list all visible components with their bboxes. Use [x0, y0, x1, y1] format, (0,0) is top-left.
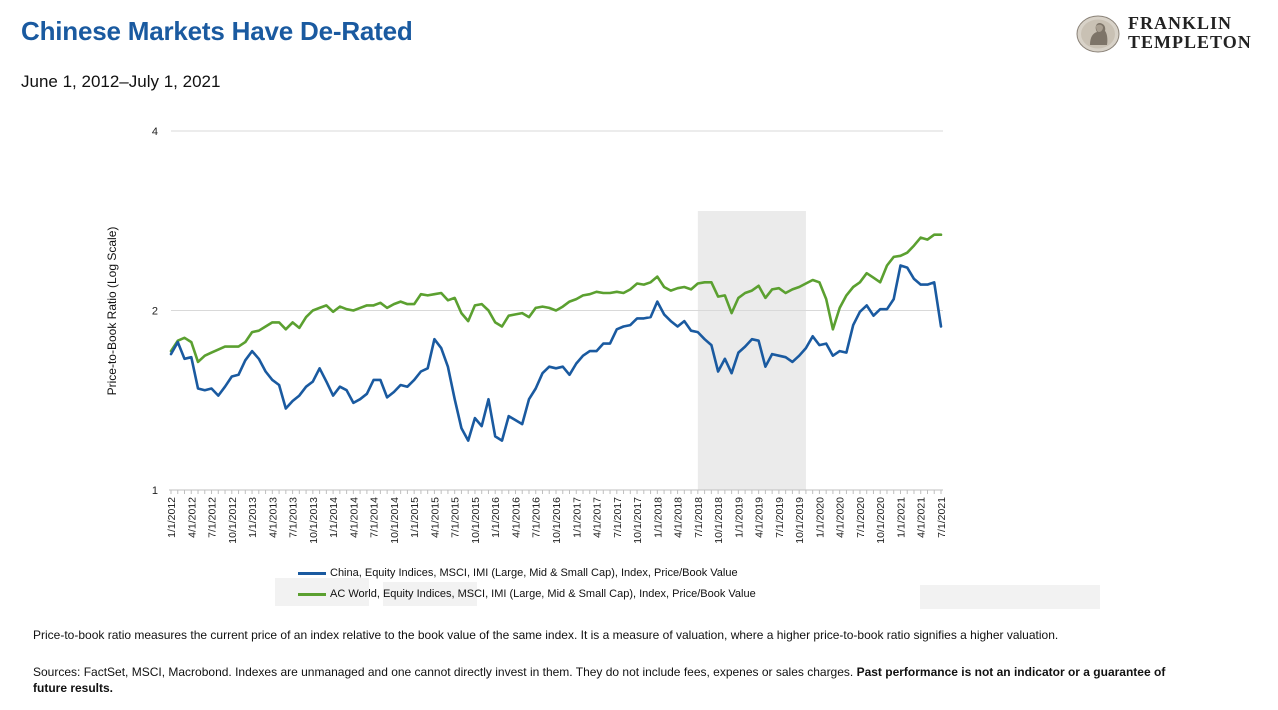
x-tick-label: 7/1/2019 [774, 497, 786, 538]
x-tick-label: 7/1/2020 [855, 497, 867, 538]
x-tick-label: 7/1/2018 [693, 497, 705, 538]
x-tick-label: 10/1/2014 [389, 497, 401, 544]
x-tick-label: 1/1/2014 [328, 497, 340, 538]
brand-wordmark: FRANKLIN TEMPLETON [1128, 14, 1252, 52]
x-tick-label: 1/1/2019 [733, 497, 745, 538]
series-layer [169, 233, 943, 442]
x-tick-label: 7/1/2014 [369, 497, 381, 538]
y-tick-label: 4 [152, 126, 158, 138]
x-tick-label: 1/1/2013 [247, 497, 259, 538]
x-tick-label: 4/1/2016 [510, 497, 522, 538]
x-tick-label: 7/1/2017 [612, 497, 624, 538]
legend-backdrop-right [920, 585, 1100, 609]
x-tick-label: 10/1/2018 [713, 497, 725, 544]
shaded-period [697, 211, 806, 490]
x-tick-label: 4/1/2019 [754, 497, 766, 538]
series-line-ac-world [169, 233, 943, 364]
x-tick-label: 7/1/2016 [531, 497, 543, 538]
brand-line-2: TEMPLETON [1128, 32, 1252, 52]
x-tick-label: 10/1/2017 [632, 497, 644, 544]
x-tick-label: 4/1/2017 [592, 497, 604, 538]
definition-note: Price-to-book ratio measures the current… [33, 628, 1059, 642]
x-tick-label: 7/1/2015 [450, 497, 462, 538]
x-tick-label: 1/1/2012 [166, 497, 178, 538]
x-tick-label: 7/1/2021 [936, 497, 948, 538]
x-tick-label: 7/1/2013 [288, 497, 300, 538]
x-tick-label: 10/1/2013 [308, 497, 320, 544]
y-axis-label: Price-to-Book Ratio (Log Scale) [105, 227, 119, 396]
sources-note: Sources: FactSet, MSCI, Macrobond. Index… [33, 664, 1193, 696]
x-tick-label: 4/1/2021 [916, 497, 928, 538]
x-tick-label: 4/1/2014 [348, 497, 360, 538]
x-tick-label: 1/1/2015 [409, 497, 421, 538]
x-tick-label: 1/1/2017 [571, 497, 583, 538]
x-tick-label: 4/1/2013 [267, 497, 279, 538]
legend-backdrop-mid [383, 582, 477, 606]
x-tick-label: 1/1/2021 [895, 497, 907, 538]
shaded-region-layer [697, 211, 806, 490]
legend-swatch-china [298, 572, 326, 575]
x-axis-ticks: 1/1/2012 4/1/2012 7/1/2012 10/1/2012 1/1/201… [166, 489, 948, 544]
x-tick-label: 1/1/2016 [490, 497, 502, 538]
legend-label-china: China, Equity Indices, MSCI, IMI (Large,… [330, 567, 738, 579]
x-tick-label: 10/1/2019 [794, 497, 806, 544]
x-tick-label: 4/1/2015 [429, 497, 441, 538]
legend-label-ac-world: AC World, Equity Indices, MSCI, IMI (Lar… [330, 588, 756, 600]
y-tick-label: 2 [152, 306, 158, 318]
x-tick-label: 4/1/2018 [673, 497, 685, 538]
x-tick-label: 4/1/2020 [835, 497, 847, 538]
x-tick-label: 10/1/2012 [227, 497, 239, 544]
brand-line-1: FRANKLIN [1128, 13, 1233, 33]
page-title: Chinese Markets Have De-Rated [21, 16, 413, 46]
benjamin-franklin-medallion-icon [1076, 15, 1120, 53]
y-tick-label: 1 [152, 485, 158, 497]
x-tick-label: 1/1/2020 [814, 497, 826, 538]
x-tick-label: 10/1/2015 [470, 497, 482, 544]
y-axis-ticks: 1 2 4 [152, 126, 158, 497]
x-tick-label: 4/1/2012 [186, 497, 198, 538]
franklin-templeton-logo: FRANKLIN TEMPLETON [1076, 14, 1266, 54]
legend-swatch-ac-world [298, 593, 326, 596]
x-tick-label: 10/1/2020 [875, 497, 887, 544]
price-to-book-chart: 124 1/1/2012 4/1/2012 7/1/2012 10/1/2012 1/1… [105, 126, 948, 544]
past-performance-disclaimer: Past performance is not an indicator or … [33, 665, 1166, 695]
x-tick-label: 1/1/2018 [652, 497, 664, 538]
x-tick-label: 7/1/2012 [207, 497, 219, 538]
sources-text: Sources: FactSet, MSCI, Macrobond. Index… [33, 665, 857, 679]
x-tick-label: 10/1/2016 [551, 497, 563, 544]
legend-backdrop-left [275, 578, 369, 606]
date-range-subtitle: June 1, 2012–July 1, 2021 [21, 72, 221, 91]
series-line-china [169, 264, 943, 442]
